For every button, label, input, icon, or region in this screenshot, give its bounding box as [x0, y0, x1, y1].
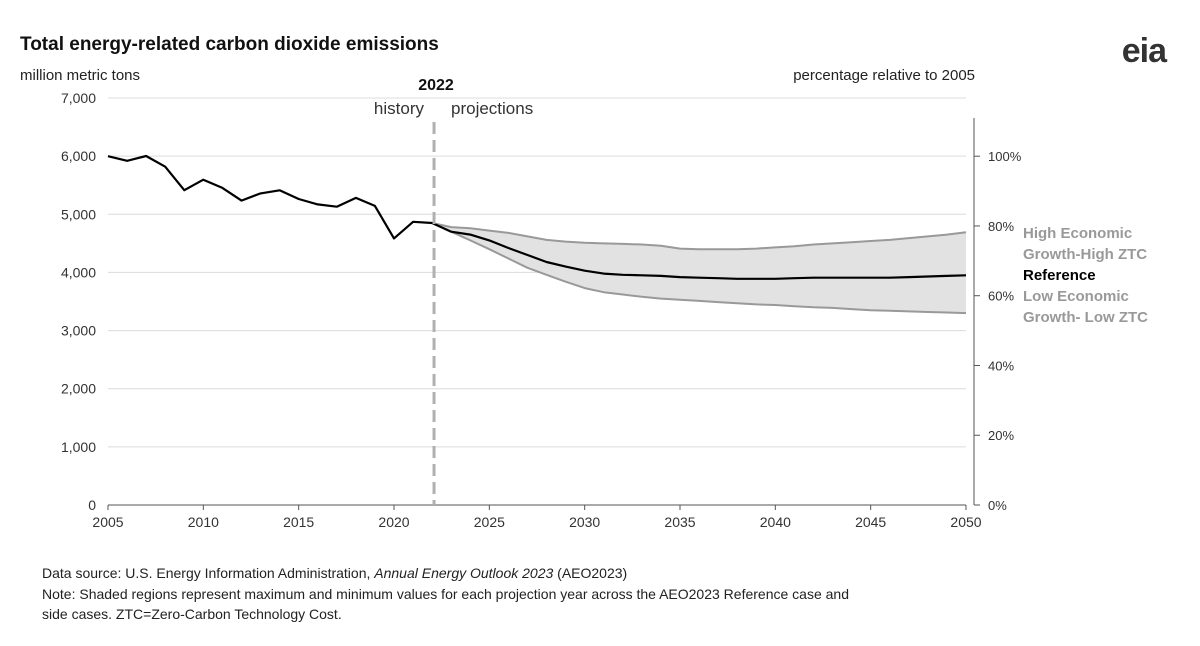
chart-title: Total energy-related carbon dioxide emis… [20, 34, 439, 55]
y2-tick-label-20: 20% [988, 428, 1014, 443]
emissions-chart: 0 1,000 2,000 3,000 4,000 5,000 6,000 7,000 2005… [20, 67, 1148, 530]
legend: High Economic Growth-High ZTC Reference … [1023, 225, 1148, 326]
source-prefix: Data source: U.S. Energy Information Adm… [42, 565, 375, 581]
y-tick-label-1000: 1,000 [61, 439, 96, 455]
data-source-note: Data source: U.S. Energy Information Adm… [42, 565, 627, 581]
axis-labels: million metric tons percentage relative … [20, 67, 975, 118]
x-tick-label-2040: 2040 [760, 514, 791, 530]
series-line-high-economic-growth-high-ztc [431, 222, 967, 251]
y-tick-label-4000: 4,000 [61, 264, 96, 280]
series-line-reference [107, 154, 967, 280]
y2-tick-label-40: 40% [988, 358, 1014, 373]
legend-high-line1: High Economic [1023, 225, 1132, 242]
history-label: history [374, 99, 425, 118]
legend-low-line2: Growth- Low ZTC [1023, 309, 1148, 326]
x-tick-label-2030: 2030 [569, 514, 600, 530]
y-tick-label-7000: 7,000 [61, 90, 96, 106]
y-tick-label-0: 0 [88, 497, 96, 513]
y2-tick-label-60: 60% [988, 289, 1014, 304]
divider-year-label: 2022 [418, 77, 454, 94]
y-tick-label-6000: 6,000 [61, 148, 96, 164]
legend-reference: Reference [1023, 267, 1096, 284]
range-band [432, 223, 967, 314]
eia-logo: eia [1121, 32, 1167, 70]
y-axis-title: million metric tons [20, 67, 140, 84]
projections-label: projections [451, 99, 533, 118]
note-line-1: Note: Shaded regions represent maximum a… [42, 586, 849, 602]
legend-low-line1: Low Economic [1023, 288, 1129, 305]
series-lines [107, 154, 967, 315]
y2-tick-label-80: 80% [988, 219, 1014, 234]
y-tick-label-5000: 5,000 [61, 206, 96, 222]
y2-axis-title: percentage relative to 2005 [793, 67, 975, 84]
y-tick-label-2000: 2,000 [61, 381, 96, 397]
source-title: Annual Energy Outlook 2023 [374, 565, 554, 581]
series-line-low-economic-growth-low-ztc [431, 222, 967, 315]
y2-tick-label-100: 100% [988, 149, 1022, 164]
x-tick-label-2025: 2025 [474, 514, 505, 530]
x-tick-label-2005: 2005 [92, 514, 123, 530]
x-tick-label-2050: 2050 [950, 514, 981, 530]
note-line-2: side cases. ZTC=Zero-Carbon Technology C… [42, 606, 342, 622]
axes: 0 1,000 2,000 3,000 4,000 5,000 6,000 7,000 2005… [61, 90, 1022, 530]
x-tick-label-2020: 2020 [378, 514, 409, 530]
x-tick-label-2015: 2015 [283, 514, 314, 530]
x-tick-label-2035: 2035 [664, 514, 695, 530]
y-tick-label-3000: 3,000 [61, 323, 96, 339]
x-tick-label-2010: 2010 [188, 514, 219, 530]
source-suffix: (AEO2023) [553, 565, 628, 581]
x-tick-label-2045: 2045 [855, 514, 886, 530]
projection-range-band [432, 223, 967, 314]
y2-tick-label-0: 0% [988, 498, 1007, 513]
legend-high-line2: Growth-High ZTC [1023, 246, 1147, 263]
